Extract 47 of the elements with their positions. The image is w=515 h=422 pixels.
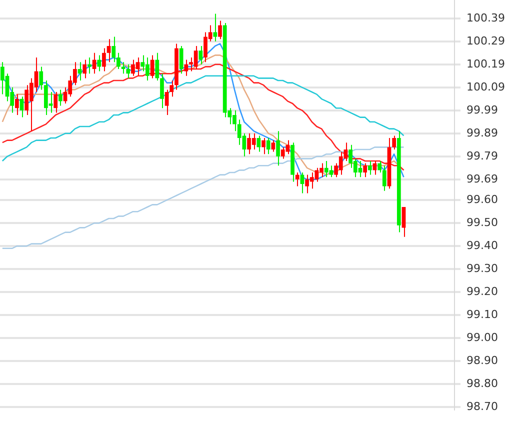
y-tick-label: 100.19 xyxy=(466,57,506,70)
candlestick xyxy=(97,54,102,72)
y-tick-label: 100.09 xyxy=(466,80,506,94)
y-tick-label: 99.50 xyxy=(466,216,498,229)
y-tick-label: 100.39 xyxy=(466,11,506,24)
candlestick xyxy=(39,66,44,90)
candlestick xyxy=(54,92,58,114)
candlestick xyxy=(20,96,24,118)
y-tick-label: 99.79 xyxy=(466,149,498,162)
candlestick xyxy=(218,20,222,40)
y-tick-label: 99.00 xyxy=(466,330,498,344)
candlestick xyxy=(363,162,367,178)
candlestick xyxy=(58,89,62,106)
y-tick-label: 99.10 xyxy=(466,308,498,321)
candlestick xyxy=(402,206,406,238)
candlestick xyxy=(295,172,300,187)
candlestick xyxy=(262,138,266,155)
y-tick-label: 98.70 xyxy=(466,400,498,413)
y-tick-label: 99.89 xyxy=(466,126,498,140)
candlestick xyxy=(82,59,87,79)
candlestick xyxy=(392,135,396,150)
y-tick-label: 99.40 xyxy=(466,238,498,252)
candlestick xyxy=(160,73,164,109)
candlestick xyxy=(382,165,386,192)
candlestick xyxy=(276,130,280,166)
candlestick xyxy=(126,64,130,79)
candlestick xyxy=(155,52,160,81)
y-tick-label: 99.30 xyxy=(466,262,498,275)
candlestick xyxy=(102,48,106,72)
candlestick xyxy=(266,138,270,155)
y-tick-label: 99.99 xyxy=(466,103,498,116)
y-tick-label: 99.69 xyxy=(466,172,498,186)
candlestick xyxy=(368,160,372,176)
candlestick xyxy=(121,62,126,74)
candlestick xyxy=(14,94,19,116)
candlestick xyxy=(213,13,218,42)
candlestick xyxy=(106,38,111,63)
y-tick-label: 98.80 xyxy=(466,376,498,390)
y-tick-label: 99.60 xyxy=(466,192,498,206)
candlestick xyxy=(150,54,154,79)
candlestick xyxy=(184,59,188,76)
y-tick-label: 99.20 xyxy=(466,284,498,298)
candlestick xyxy=(179,46,184,74)
candlestick xyxy=(198,46,203,65)
candlestick xyxy=(271,140,276,152)
y-tick-label: 98.90 xyxy=(466,354,498,367)
y-tick-label: 100.29 xyxy=(466,34,506,48)
